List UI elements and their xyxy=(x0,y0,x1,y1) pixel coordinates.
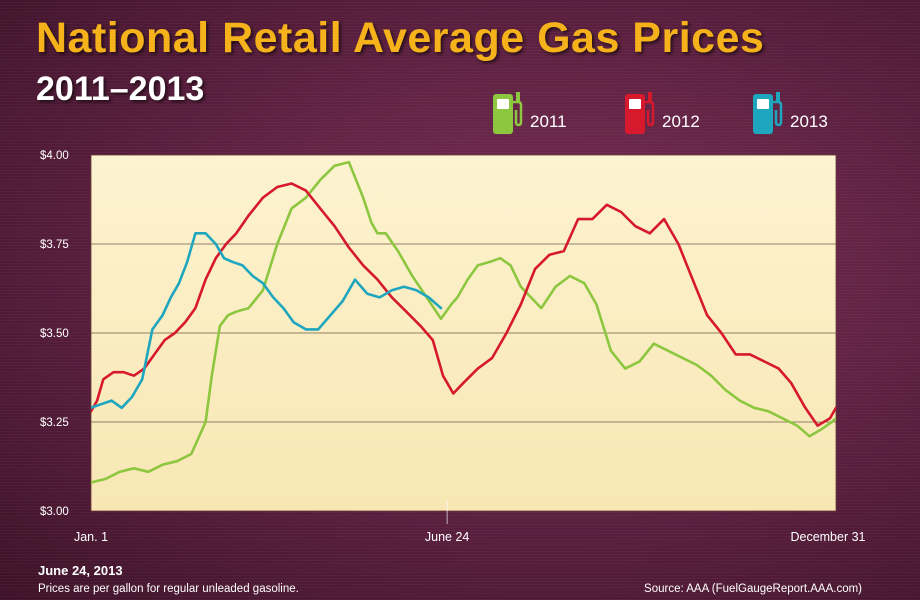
x-tick-label: Jan. 1 xyxy=(74,530,108,544)
gas-pump-icon xyxy=(493,92,523,134)
footer-note: Prices are per gallon for regular unlead… xyxy=(38,583,299,595)
x-tick-label: December 31 xyxy=(790,530,865,544)
legend-label: 2013 xyxy=(790,112,828,131)
series-line-2011 xyxy=(91,160,836,484)
chart-title: National Retail Average Gas Prices xyxy=(36,14,765,62)
series-line-2012 xyxy=(91,182,836,427)
y-tick-label: $3.50 xyxy=(40,328,69,340)
gas-pump-icon xyxy=(625,92,655,134)
legend-label: 2011 xyxy=(530,112,567,131)
x-tick-label: June 24 xyxy=(425,530,470,544)
y-tick-label: $3.00 xyxy=(40,506,69,518)
legend-label: 2012 xyxy=(662,112,700,131)
chart-subtitle: 2011–2013 xyxy=(36,70,205,108)
legend-item-2012: 2012 xyxy=(622,88,700,136)
legend-item-2011: 2011 xyxy=(490,88,567,136)
y-tick-label: $4.00 xyxy=(40,150,69,162)
footer-source: Source: AAA (FuelGaugeReport.AAA.com) xyxy=(644,583,862,595)
y-tick-label: $3.75 xyxy=(40,239,69,251)
footer-date: June 24, 2013 xyxy=(38,563,123,578)
gas-pump-icon xyxy=(753,92,783,134)
legend-item-2013: 2013 xyxy=(750,88,828,136)
y-tick-label: $3.25 xyxy=(40,417,69,429)
series-line-2013 xyxy=(91,232,443,410)
